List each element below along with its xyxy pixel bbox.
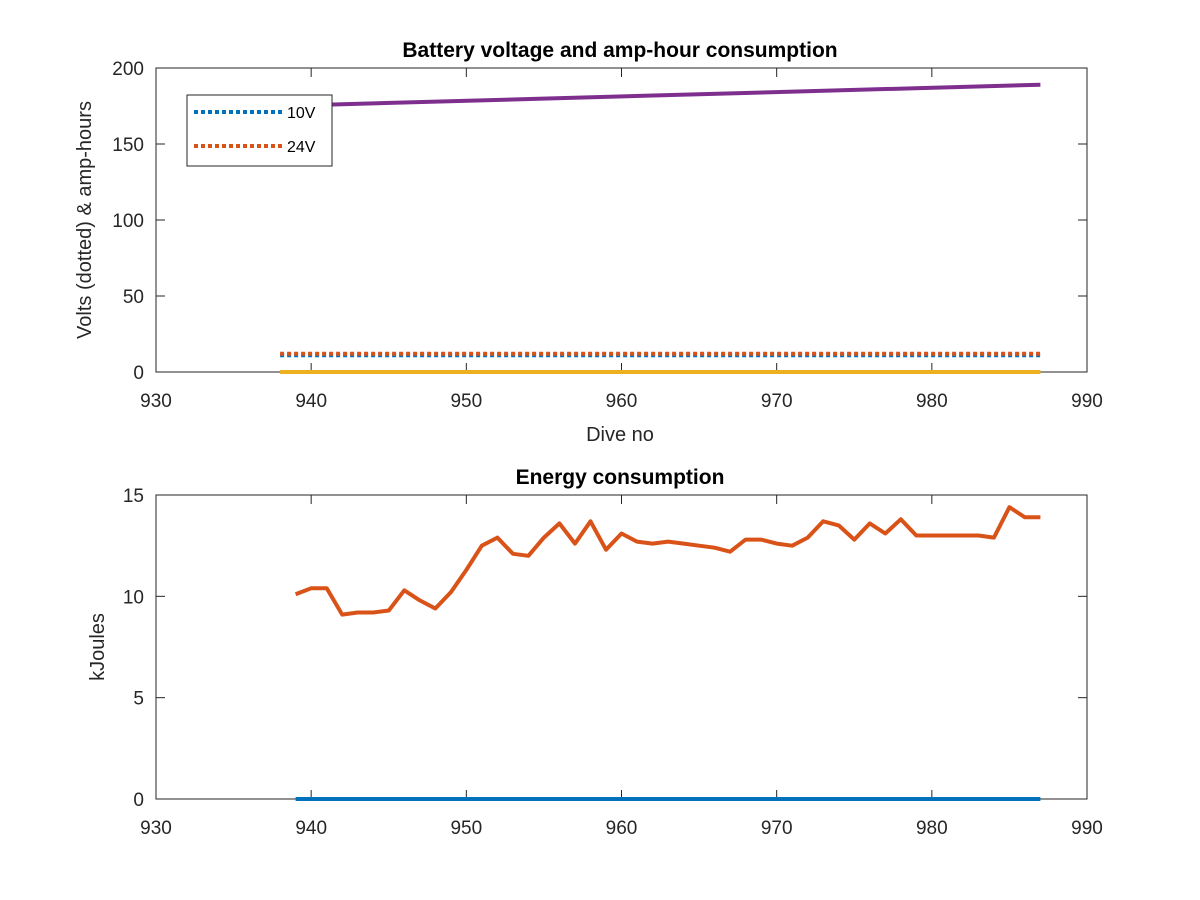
legend-label-24v: 24V	[287, 139, 316, 156]
y-tick-label: 10	[123, 587, 144, 608]
y-tick-label: 100	[112, 211, 144, 232]
energy-plot-x-ticks: 930 940 950 960 970 980 990	[140, 495, 1103, 839]
x-tick-label: 940	[295, 818, 327, 839]
energy-plot-title: Energy consumption	[516, 466, 725, 489]
y-tick-label: 50	[123, 287, 144, 308]
y-tick-label: 0	[133, 790, 144, 811]
y-tick-label: 200	[112, 59, 144, 80]
x-tick-label: 950	[450, 818, 482, 839]
x-tick-label: 930	[140, 818, 172, 839]
energy-plot-y-ticks: 0 5 10 15	[123, 486, 1087, 811]
series-line-0-2	[280, 82, 1041, 108]
x-tick-label: 970	[761, 391, 793, 412]
energy-consumption-plot: Energy consumption 930 940 950 960 970 980 990…	[87, 466, 1103, 839]
y-tick-label: 150	[112, 135, 144, 156]
legend-label-10v: 10V	[287, 105, 316, 122]
voltage-plot-series	[280, 82, 1041, 374]
x-tick-label: 980	[916, 818, 948, 839]
x-tick-label: 980	[916, 391, 948, 412]
x-tick-label: 990	[1071, 391, 1103, 412]
voltage-plot-x-ticks: 930 940 950 960 970 980 990	[140, 68, 1103, 412]
x-tick-label: 950	[450, 391, 482, 412]
x-tick-label: 960	[606, 818, 638, 839]
energy-plot-series	[294, 505, 1041, 801]
voltage-plot-y-ticks: 0 50 100 150 200	[112, 59, 1087, 384]
voltage-plot-legend: 10V 24V	[186, 94, 333, 167]
x-tick-label: 930	[140, 391, 172, 412]
y-tick-label: 0	[133, 363, 144, 384]
y-tick-label: 15	[123, 486, 144, 507]
voltage-amp-hour-plot: Battery voltage and amp-hour consumption…	[74, 39, 1103, 446]
voltage-plot-title: Battery voltage and amp-hour consumption	[402, 39, 837, 62]
voltage-plot-y-label: Volts (dotted) & amp-hours	[74, 101, 96, 339]
series-line-1-1	[294, 505, 1041, 617]
energy-plot-y-label: kJoules	[87, 613, 109, 681]
x-tick-label: 970	[761, 818, 793, 839]
x-tick-label: 960	[606, 391, 638, 412]
legend-box	[186, 94, 333, 167]
x-tick-label: 940	[295, 391, 327, 412]
y-tick-label: 5	[133, 689, 144, 710]
voltage-plot-x-label: Dive no	[586, 424, 654, 446]
x-tick-label: 990	[1071, 818, 1103, 839]
